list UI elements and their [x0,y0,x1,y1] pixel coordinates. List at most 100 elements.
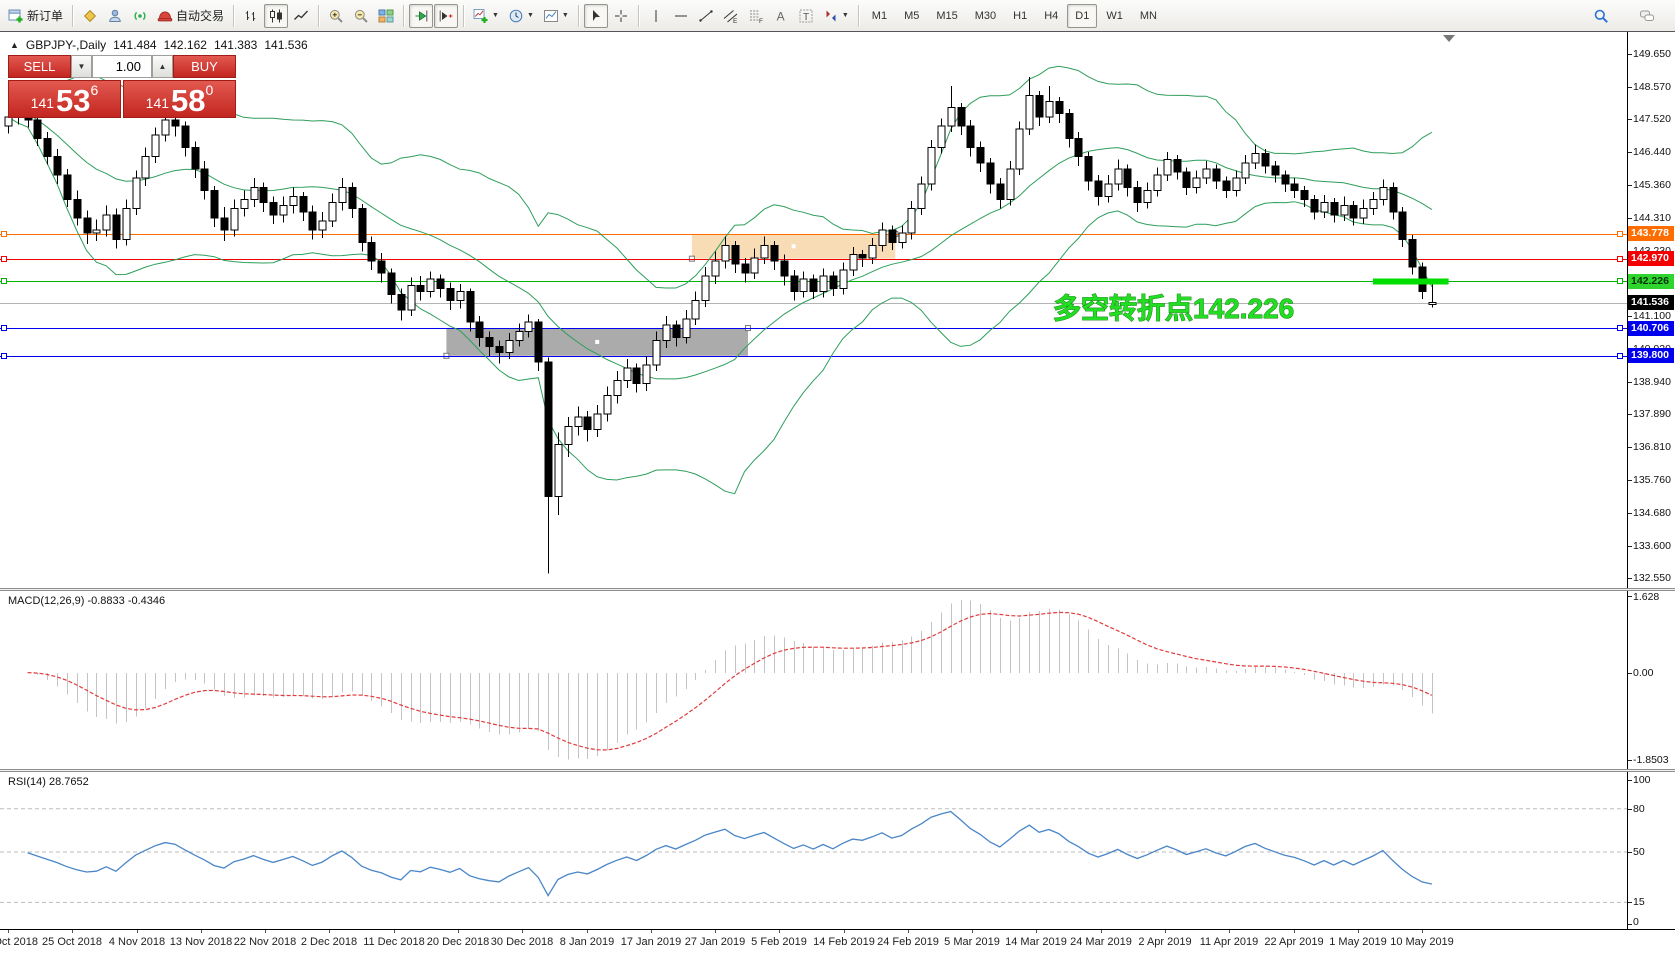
price-axis-label: 147.520 [1633,113,1671,125]
collapse-panel-icon[interactable]: ▲ [10,40,19,50]
tf-d1[interactable]: D1 [1067,3,1098,28]
date-tick [1229,930,1230,933]
price-axis-tick [1628,185,1632,186]
rsi-plot[interactable]: RSI(14) 28.7652 [0,772,1628,929]
trendline-icon [698,8,714,24]
text-a-icon: A [773,8,789,24]
panel-splitter-1[interactable] [0,588,1675,591]
chat-button[interactable] [1635,4,1659,28]
arrows-button[interactable]: ▼ [819,4,853,28]
arrows-icon [823,8,839,24]
signals-button[interactable] [128,4,152,28]
price-chart-plot[interactable]: 多空转折点142.226 ▲ GBPJPY-,Daily 141.484 142… [0,32,1628,588]
date-label: 10 May 2019 [1390,936,1454,948]
candlestick-chart-button[interactable] [264,3,289,28]
date-label: 17 Jan 2019 [620,936,682,948]
indicators-button[interactable]: ▼ [469,4,503,28]
cursor-button[interactable] [583,3,608,28]
rsi-axis-tick [1628,924,1632,925]
buy-price-box[interactable]: 141 58 0 [123,80,236,118]
tf-m30[interactable]: M30 [967,4,1004,28]
autotrading-button[interactable]: 自动交易 [153,4,228,28]
horizontal-line-button[interactable] [669,4,693,28]
toolbar-separator [72,4,74,27]
panel-splitter-2[interactable] [0,769,1675,772]
tf-m5[interactable]: M5 [896,4,927,28]
hline-142970[interactable] [0,256,1628,262]
symbol-header: ▲ GBPJPY-,Daily 141.484 142.162 141.383 … [10,38,308,52]
rsi-axis-tick [1628,852,1632,853]
cursor-icon [588,8,604,24]
volume-down-button[interactable]: ▼ [71,55,92,78]
volume-input[interactable] [92,55,152,78]
chart-shift-button[interactable] [434,3,459,28]
macd-plot[interactable]: MACD(12,26,9) -0.8833 -0.4346 [0,591,1628,769]
supply-zone-box[interactable] [688,230,899,262]
sell-button[interactable]: SELL [8,55,71,78]
date-label: 14 Mar 2019 [1005,936,1067,948]
macd-axis-tick [1628,596,1632,597]
text-button[interactable]: A [769,4,793,28]
zoom-in-button[interactable] [324,4,348,28]
zoom-out-button[interactable] [349,4,373,28]
new-order-button[interactable]: 新订单 [4,4,67,28]
hline-140706[interactable] [0,325,1628,331]
date-tick [908,930,909,933]
line-chart-button[interactable] [289,4,313,28]
chart-shift-marker[interactable] [1443,35,1455,42]
date-label: 25 Oct 2018 [42,936,102,948]
text-t-icon: T [798,8,814,24]
date-tick [8,930,9,933]
sell-price-box[interactable]: 141 53 6 [8,80,121,118]
bar-chart-button[interactable] [239,4,263,28]
price-axis-label: 145.360 [1633,179,1671,191]
date-tick [1165,930,1166,933]
tf-mn[interactable]: MN [1132,4,1165,28]
hline-139800[interactable] [0,353,1628,359]
date-label: 5 Feb 2019 [751,936,807,948]
templates-button[interactable]: ▼ [539,4,573,28]
tf-h4[interactable]: H4 [1036,4,1066,28]
tf-m1[interactable]: M1 [864,4,895,28]
rsi-axis-label: 0 [1633,916,1639,928]
trendline-button[interactable] [694,4,718,28]
macd-histogram [27,599,1434,760]
tf-w1[interactable]: W1 [1098,4,1131,28]
date-label: 5 Mar 2019 [944,936,1000,948]
fibonacci-button[interactable]: F [744,4,768,28]
text-label-button[interactable]: T [794,4,818,28]
equidistant-channel-button[interactable]: E [719,4,743,28]
hline-143778[interactable] [0,231,1628,237]
toolbar-separator [577,4,579,27]
vline-icon [648,8,664,24]
search-button[interactable] [1589,4,1613,28]
crosshair-button[interactable] [609,4,633,28]
price-axis-label: 141.100 [1633,310,1671,322]
toolbar-separator [233,4,235,27]
date-label: 16 Oct 2018 [0,936,38,948]
tile-windows-button[interactable] [374,4,398,28]
buy-button[interactable]: BUY [173,55,236,78]
buy-price-prefix: 141 [145,95,170,111]
rsi-axis-label: 15 [1633,896,1645,908]
tf-w1-label: W1 [1106,9,1123,22]
periods-button[interactable]: ▼ [504,4,538,28]
date-label: 4 Nov 2018 [108,936,166,948]
volume-up-button[interactable]: ▲ [152,55,173,78]
toolbar-separator [637,4,639,27]
date-tick [72,930,73,933]
price-axis[interactable]: 149.650 148.570 147.520 146.440 145.360 144.3… [1628,32,1675,588]
vertical-line-button[interactable] [644,4,668,28]
pivot-annotation-text[interactable]: 多空转折点142.226 [1053,292,1295,325]
grid-icon [378,8,394,24]
price-axis-tick [1628,316,1632,317]
ohlc-close: 141.536 [264,38,308,52]
zoom-out-icon [353,8,369,24]
auto-scroll-button[interactable] [409,3,434,28]
market-watch-button[interactable] [103,4,127,28]
tf-m15[interactable]: M15 [928,4,965,28]
metaeditor-button[interactable] [78,4,102,28]
tf-h1[interactable]: H1 [1005,4,1035,28]
